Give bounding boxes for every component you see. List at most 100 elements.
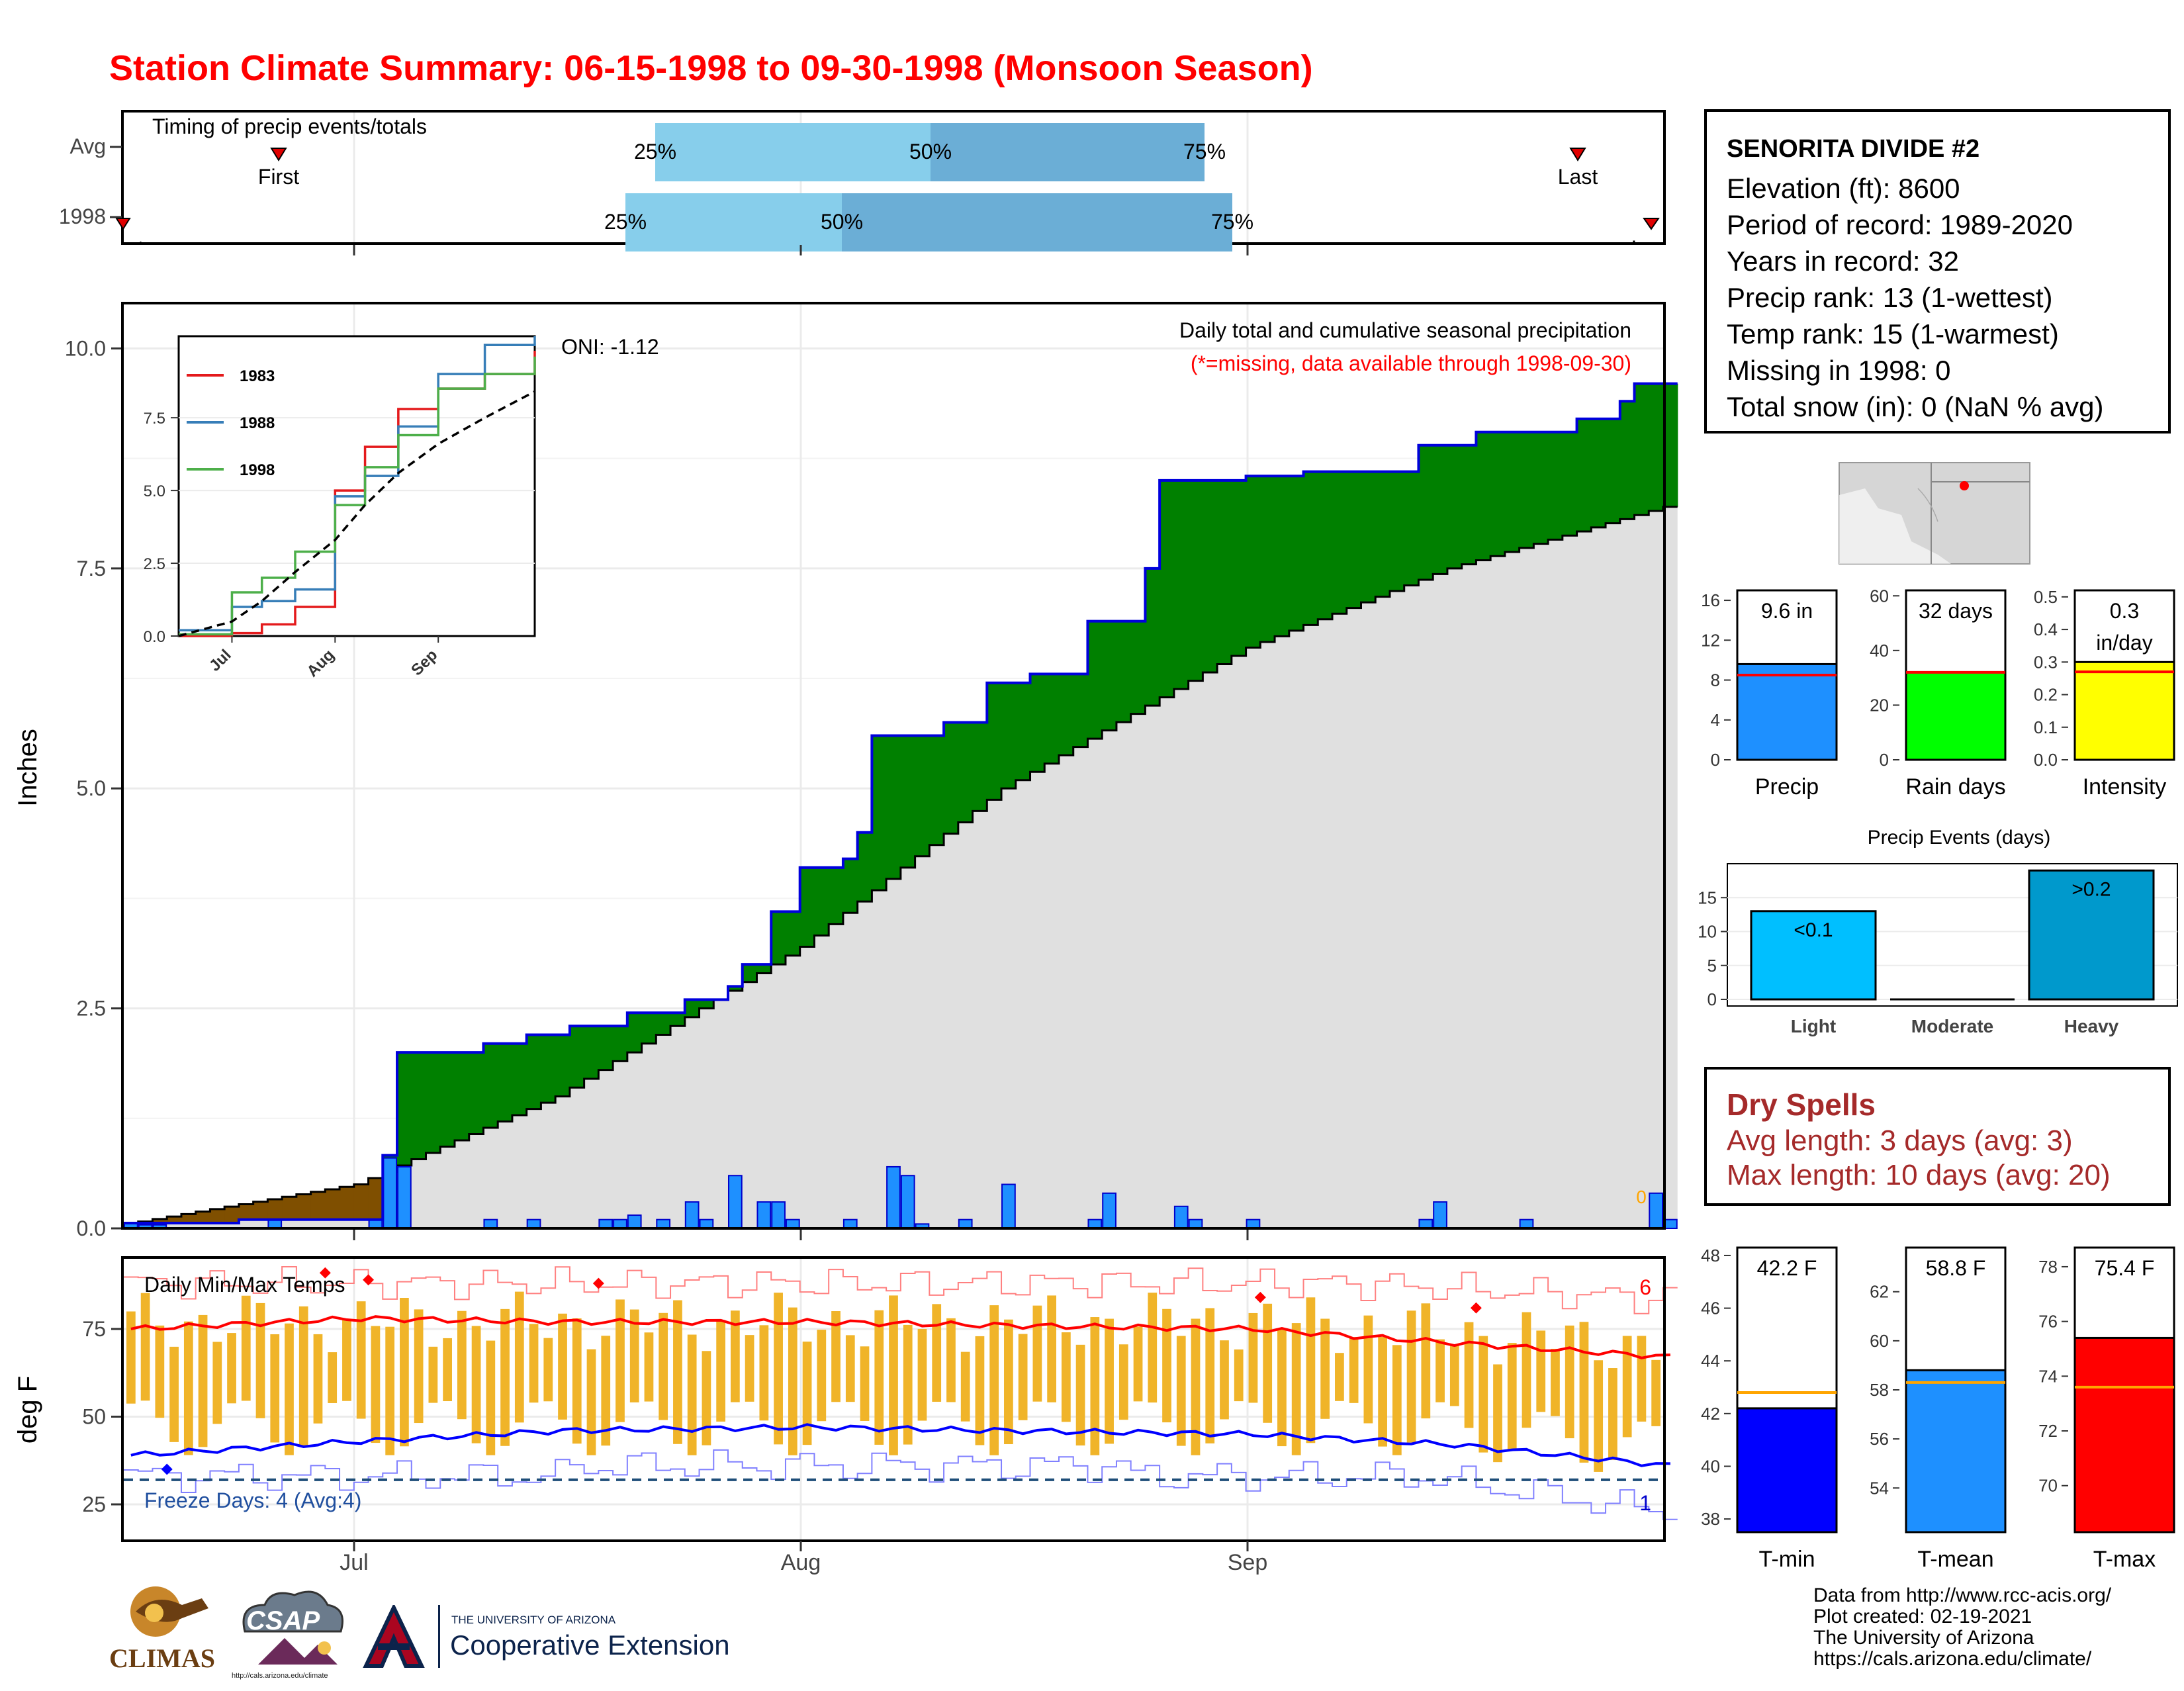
- above-average-band: [1447, 445, 1463, 569]
- station-name: SENORITA DIVIDE #2: [1727, 135, 1980, 163]
- temp-summary-0-ytick-label: 46: [1701, 1299, 1720, 1318]
- daily-temp-range-bar: [960, 1351, 970, 1422]
- daily-temp-range-bar: [140, 1293, 150, 1401]
- above-average-band: [641, 1013, 657, 1044]
- daily-temp-range-bar: [860, 1346, 870, 1421]
- temp-summary-0-ytick-label: 48: [1701, 1246, 1720, 1265]
- daily-temp-range-bar: [1507, 1343, 1517, 1451]
- yr-bar-25-50: [625, 193, 842, 251]
- temp-summary-1-bar: [1905, 1369, 2007, 1533]
- temp-frame: [121, 1256, 1666, 1542]
- events-bar-label: >0.2: [2071, 878, 2111, 900]
- yr-q50: 50%: [821, 210, 863, 234]
- record-high-marker: [363, 1274, 375, 1286]
- daily-temp-range-bar: [183, 1321, 193, 1455]
- below-average-band: [253, 1201, 268, 1220]
- temp-ytick-label: 25: [82, 1492, 106, 1516]
- daily-temp-range-bar: [227, 1333, 236, 1404]
- summary-2-label: Intensity: [2083, 774, 2167, 800]
- above-average-band: [1519, 432, 1534, 548]
- below-average-band: [353, 1184, 369, 1220]
- daily-temp-range-bar: [1363, 1315, 1373, 1424]
- above-average-band: [613, 1026, 628, 1062]
- above-average-band: [498, 1043, 513, 1122]
- daily-temp-range-bar: [298, 1306, 308, 1447]
- above-average-band: [1275, 476, 1290, 637]
- daily-temp-range-bar: [212, 1342, 222, 1424]
- above-average-band: [944, 722, 959, 834]
- summary-0-ytick-label: 0: [1711, 750, 1720, 770]
- daily-temp-range-bar: [1220, 1340, 1229, 1420]
- above-average-band: [627, 1013, 643, 1053]
- above-average-band: [526, 1034, 542, 1109]
- events-category-label: Heavy: [2064, 1016, 2119, 1036]
- below-average-band: [267, 1199, 283, 1220]
- daily-temp-range-bar: [975, 1336, 985, 1445]
- station-elevation: Elevation (ft): 8600: [1727, 173, 1960, 204]
- below-average-band: [238, 1204, 254, 1220]
- daily-temp-range-bar: [572, 1318, 582, 1444]
- daily-temp-range-bar: [817, 1330, 827, 1422]
- temp-summary-2-ytick-label: 70: [2038, 1476, 2058, 1496]
- below-average-band: [195, 1211, 211, 1224]
- timing-chart: Timing of precip events/totals 25% 50% 7…: [59, 110, 1672, 260]
- yr-first-marker: [115, 218, 131, 230]
- below-average-band: [152, 1218, 167, 1224]
- summary-2-bar: [2073, 661, 2175, 761]
- footer-data-source: Data from http://www.rcc-acis.org/: [1813, 1584, 2112, 1606]
- above-average-band: [1490, 432, 1506, 557]
- above-average-band: [483, 1043, 498, 1128]
- above-average-band: [1145, 568, 1160, 706]
- yr-last-label: Last: [1631, 236, 1672, 260]
- temp-summary-1-value-label: 58.8 F: [1926, 1256, 1986, 1280]
- yr-first-label: First: [103, 236, 144, 260]
- above-average-band: [785, 911, 801, 956]
- precip-events-chart: Precip Events (days) <0.1 Light Moderate >0…: [1698, 827, 2178, 1036]
- events-ytick-label: 10: [1698, 922, 1717, 942]
- summary-0-ytick-label: 12: [1701, 630, 1720, 650]
- xaxis-jul: Jul: [340, 1550, 368, 1575]
- above-average-band: [1188, 480, 1203, 681]
- below-average-band: [167, 1216, 182, 1224]
- record-high-marker: [592, 1277, 604, 1289]
- temp-summary-1-ytick-label: 56: [1870, 1429, 1889, 1449]
- daily-temp-range-bar: [155, 1325, 165, 1418]
- daily-temp-range-bar: [903, 1324, 913, 1445]
- freeze-label: Freeze Days: 4 (Avg:4): [144, 1488, 361, 1512]
- daily-temp-range-bar: [1176, 1336, 1186, 1446]
- above-average-band: [1260, 476, 1275, 642]
- summary-0-ytick-label: 16: [1701, 590, 1720, 610]
- above-average-band: [842, 858, 858, 913]
- daily-temp-range-bar: [1392, 1345, 1402, 1455]
- temp-summary-0-ytick-label: 38: [1701, 1509, 1720, 1529]
- events-ytick-label: 15: [1698, 888, 1717, 907]
- daily-temp-range-bar: [385, 1326, 395, 1455]
- below-average-band: [181, 1214, 197, 1224]
- daily-temp-range-bar: [1449, 1346, 1459, 1406]
- above-average-band: [1504, 432, 1520, 553]
- footer-university: The University of Arizona: [1813, 1627, 2034, 1649]
- daily-temp-range-bar: [1378, 1337, 1387, 1447]
- summary-1-ytick-label: 0: [1880, 750, 1889, 770]
- cumulative-1998-line: [124, 382, 1678, 1225]
- above-average-band: [584, 1026, 599, 1079]
- daily-temp-range-bar: [1075, 1344, 1085, 1446]
- above-average-band: [1375, 471, 1390, 597]
- above-average-band: [670, 1013, 686, 1027]
- daily-temp-range-bar: [629, 1309, 639, 1402]
- daily-temp-range-bar: [486, 1340, 496, 1455]
- avg-first-marker: [270, 148, 287, 161]
- daily-temp-range-bar: [255, 1303, 265, 1418]
- daily-temp-range-bar: [774, 1293, 783, 1445]
- daily-temp-range-bar: [745, 1335, 754, 1402]
- daily-temp-range-bar: [1105, 1318, 1114, 1444]
- above-average-band: [1116, 621, 1132, 723]
- above-average-band: [1087, 621, 1103, 739]
- ua-logo-divider: [438, 1605, 440, 1668]
- temp-summary-2-label: T-max: [2093, 1547, 2156, 1572]
- xaxis-aug: Aug: [781, 1550, 821, 1575]
- daily-temp-range-bar: [731, 1310, 740, 1402]
- above-average-band: [1591, 418, 1606, 527]
- temp-summary-0-ytick-label: 44: [1701, 1351, 1720, 1371]
- avg-max-temp-line: [130, 1315, 1670, 1359]
